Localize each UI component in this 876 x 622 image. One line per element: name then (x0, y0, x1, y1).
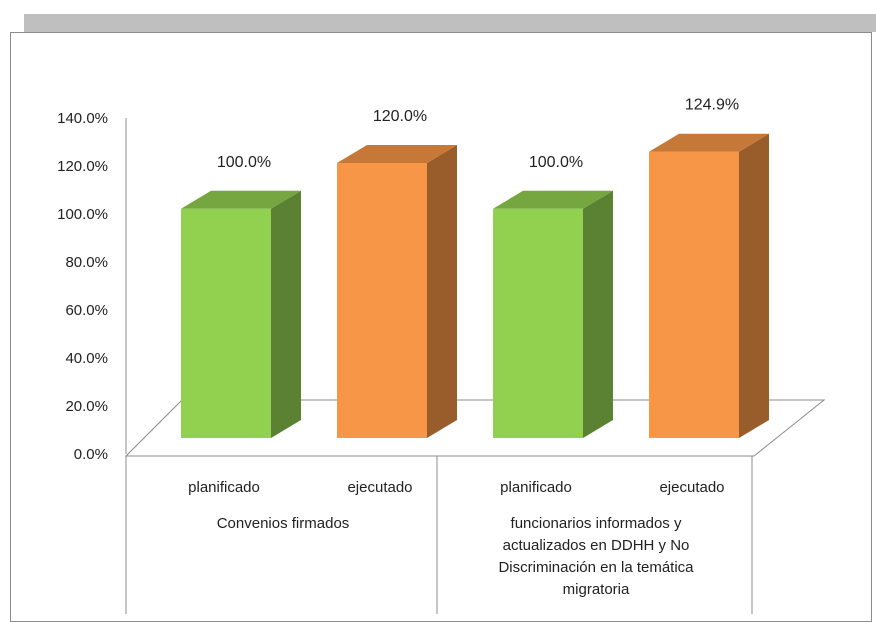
group-label: Convenios firmados (217, 515, 350, 532)
bar-top (181, 190, 301, 209)
bar-front (649, 151, 739, 439)
top-band (24, 14, 876, 32)
y-tick-label: 40.0% (65, 350, 108, 367)
bar-top (493, 190, 613, 209)
bar-side (739, 133, 769, 439)
data-label: 100.0% (217, 154, 271, 171)
group-label: Discriminación en la temática (498, 559, 694, 576)
group-label: migratoria (563, 581, 630, 598)
bar-top (337, 144, 457, 163)
bar-front (337, 162, 427, 438)
y-tick-label: 80.0% (65, 254, 108, 271)
category-label: ejecutado (659, 479, 724, 496)
data-label: 120.0% (373, 108, 427, 125)
bar-front (493, 208, 583, 438)
group-label: funcionarios informados y (511, 515, 682, 532)
floor-plane (124, 399, 826, 457)
bar-side (271, 190, 301, 438)
y-tick-label: 0.0% (74, 446, 108, 463)
data-label: 124.9% (685, 97, 739, 114)
bar-front (181, 208, 271, 438)
bar-side (583, 190, 613, 438)
category-label: planificado (188, 479, 260, 496)
y-tick-label: 60.0% (65, 302, 108, 319)
group-label: actualizados en DDHH y No (503, 537, 690, 554)
bar-top (649, 133, 769, 152)
y-tick-label: 100.0% (57, 206, 108, 223)
y-tick-label: 120.0% (57, 158, 108, 175)
category-label: ejecutado (347, 479, 412, 496)
category-label: planificado (500, 479, 572, 496)
y-tick-label: 140.0% (57, 110, 108, 127)
bar-side (427, 144, 457, 438)
y-tick-label: 20.0% (65, 398, 108, 415)
data-label: 100.0% (529, 154, 583, 171)
